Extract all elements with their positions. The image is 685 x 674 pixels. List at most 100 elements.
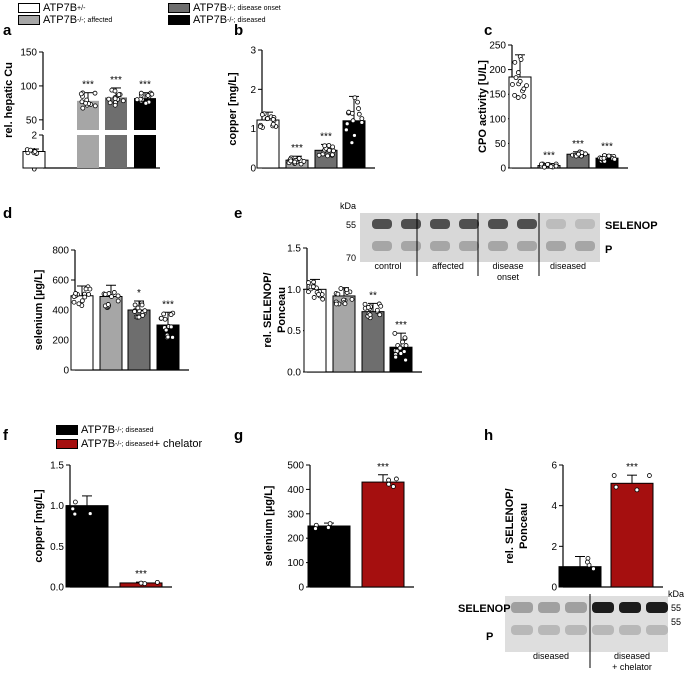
data-point-h — [634, 487, 640, 493]
legend-sup: -/-; diseased — [115, 426, 154, 434]
data-point-f — [138, 580, 144, 586]
bar-a-1-lower — [77, 135, 99, 168]
data-point-e — [403, 357, 408, 363]
data-point-e — [378, 303, 384, 309]
data-point-f — [72, 499, 78, 505]
significance-c-2: *** — [572, 139, 584, 150]
y-tick-label-c: 200 — [489, 65, 506, 76]
data-point-d — [168, 324, 174, 330]
data-point-d — [140, 312, 146, 318]
data-point-h — [613, 484, 619, 490]
data-point-d — [71, 299, 77, 305]
data-point-e — [365, 304, 371, 310]
legend-swatch — [168, 3, 190, 13]
data-point-c — [515, 95, 521, 100]
blot-e-band — [488, 219, 508, 229]
y-tick-label-d: 800 — [52, 246, 69, 257]
data-point-g — [313, 526, 318, 531]
blot-h-ponceau-band — [646, 625, 668, 635]
bar-d-1 — [99, 296, 123, 371]
significance-e-3: *** — [395, 320, 407, 331]
legend-label: ATP7B — [43, 14, 78, 26]
data-point-c — [576, 151, 581, 157]
data-point-d — [102, 291, 108, 297]
blot-e-band — [372, 219, 392, 229]
data-point-e — [362, 301, 368, 307]
legend-item-diseased: ATP7B -/-; diseased — [168, 14, 266, 26]
blot-e-ponceau-label: P — [605, 244, 612, 256]
data-point-d — [83, 286, 89, 292]
blot-e-ponceau-band — [459, 241, 479, 251]
y-tick-label-g: 400 — [287, 485, 304, 496]
y-axis-label-b: copper [mg/L] — [227, 72, 239, 146]
data-point-e — [306, 280, 311, 285]
y-tick-label-g: 300 — [287, 509, 304, 520]
y-tick-label-d: 600 — [52, 276, 69, 287]
data-point-c — [518, 57, 524, 62]
bar-f-0 — [65, 505, 109, 588]
data-point-d — [139, 302, 145, 308]
data-point-b — [352, 95, 358, 101]
y-tick-label-e: 1.0 — [287, 285, 301, 296]
data-point-c — [513, 75, 519, 81]
data-point-e — [349, 296, 355, 302]
y-axis-label-f: copper [mg/L] — [33, 489, 45, 563]
y-tick-label-b: 1 — [250, 124, 256, 135]
data-point-c — [541, 164, 547, 170]
data-point-c — [524, 83, 529, 88]
data-point-c — [612, 156, 618, 162]
blot-h-ponceau-band — [592, 625, 614, 635]
y-tick-label-a: 50 — [26, 115, 38, 126]
data-point-a — [80, 105, 86, 111]
panel-label-b: b — [234, 22, 243, 39]
data-point-e — [320, 296, 326, 302]
data-point-e — [316, 292, 321, 297]
data-point-a — [143, 100, 149, 106]
blot-h-group-label: diseased — [614, 651, 650, 661]
y-tick-label-h: 2 — [551, 542, 557, 553]
data-point-b — [329, 152, 335, 158]
data-point-b — [346, 109, 352, 115]
blot-e-band — [517, 219, 537, 229]
legend-item-onset: ATP7B -/-; disease onset — [168, 2, 281, 14]
blot-h-band — [619, 602, 641, 613]
data-point-d — [161, 311, 167, 317]
data-point-b — [356, 106, 361, 111]
blot-e-band — [546, 219, 566, 229]
data-point-b — [359, 120, 365, 125]
data-point-d — [109, 294, 114, 299]
y-tick-label-g: 0 — [298, 583, 304, 594]
data-point-d — [111, 290, 117, 295]
y-tick-label-f: 1.5 — [50, 461, 64, 472]
blot-h-ponceau-band — [619, 625, 641, 635]
blot-h-ponceau-band — [511, 625, 533, 635]
legend-swatch — [56, 439, 78, 449]
y-axis-label-e: rel. SELENOP/ — [262, 272, 274, 347]
y-tick-label-b: 0 — [250, 164, 256, 175]
significance-c-1: *** — [543, 151, 555, 162]
blot-h-selenop-label: SELENOP — [458, 603, 511, 615]
panel-label-h: h — [484, 427, 493, 444]
y-tick-label-c: 150 — [489, 90, 506, 101]
blot-e-marker-55: 55 — [346, 220, 356, 230]
data-point-b — [325, 153, 331, 159]
data-point-b — [296, 156, 302, 161]
legend-sup: -/-; disease onset — [227, 4, 281, 12]
data-point-f — [72, 511, 78, 517]
blot-h-ponceau-band — [538, 625, 560, 635]
data-point-e — [342, 301, 348, 307]
data-point-e — [367, 312, 373, 318]
data-point-d — [158, 315, 164, 321]
blot-e-kda: kDa — [340, 201, 356, 211]
data-point-g — [327, 521, 333, 526]
legend-sup: -/-; affected — [77, 16, 113, 24]
data-point-h — [591, 566, 596, 572]
data-point-g — [386, 477, 391, 483]
data-point-a — [120, 98, 126, 104]
data-point-e — [403, 343, 409, 348]
bar-a-2-lower — [105, 135, 127, 168]
data-point-c — [517, 78, 523, 84]
data-point-b — [265, 116, 270, 122]
blot-h-ponceau-label: P — [486, 631, 493, 643]
